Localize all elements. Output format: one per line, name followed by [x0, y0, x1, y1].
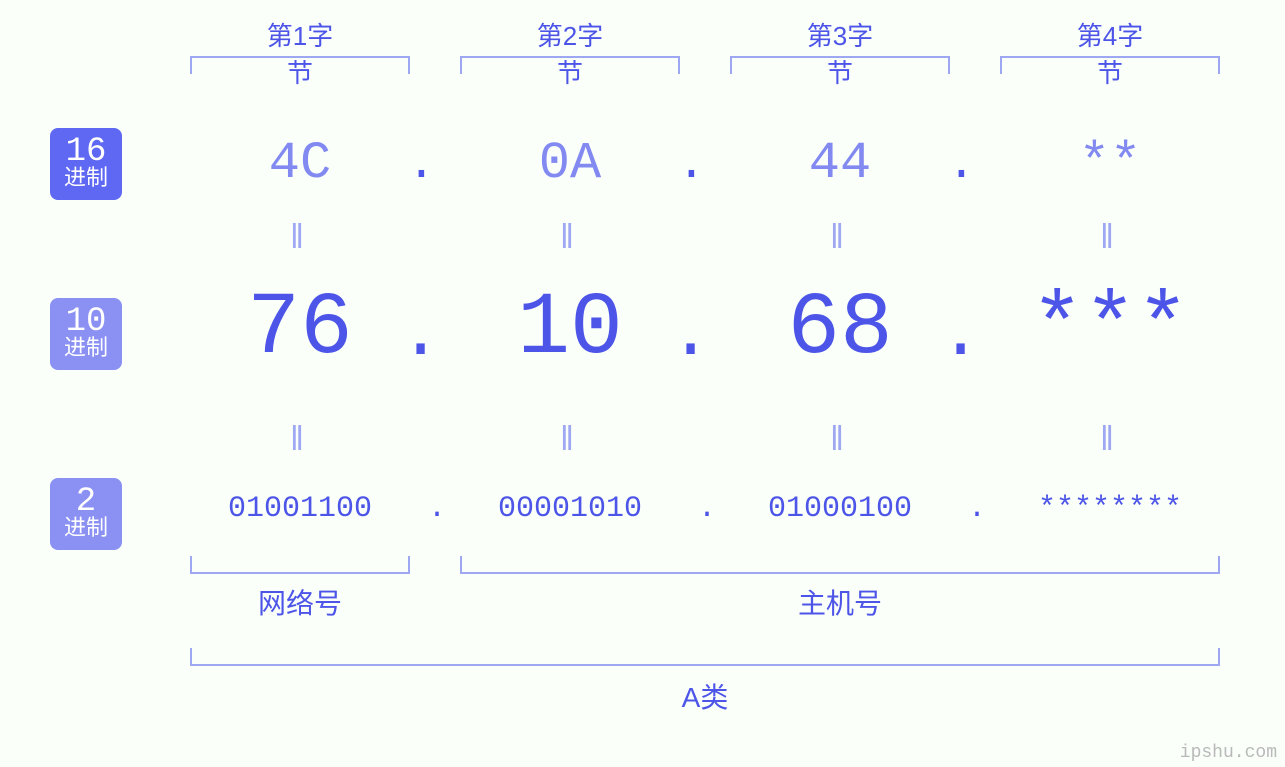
badge-base-10-sub: 进制 — [64, 338, 108, 362]
bin-byte-1: 01001100 — [180, 492, 420, 526]
dec-byte-2: 10 — [470, 280, 670, 379]
byte-header-1: 第1字节 — [254, 16, 346, 90]
badge-base-2: 2 进制 — [50, 478, 122, 550]
hex-dot-3: . — [947, 138, 976, 192]
badge-base-16: 16 进制 — [50, 128, 122, 200]
hex-byte-3: 44 — [760, 134, 920, 193]
bin-byte-4: ******** — [990, 492, 1230, 526]
dec-byte-3: 68 — [740, 280, 940, 379]
byte-bracket-2 — [460, 56, 680, 74]
dec-dot-3: . — [939, 294, 982, 376]
eq-4a: ǁ — [1100, 218, 1114, 257]
eq-1a: ǁ — [290, 218, 304, 257]
byte-bracket-4 — [1000, 56, 1220, 74]
badge-base-2-value: 2 — [76, 484, 96, 520]
byte-header-2: 第2字节 — [524, 16, 616, 90]
network-bracket — [190, 556, 410, 574]
host-bracket — [460, 556, 1220, 574]
eq-2b: ǁ — [560, 420, 574, 459]
badge-base-2-sub: 进制 — [64, 518, 108, 542]
byte-header-4: 第4字节 — [1064, 16, 1156, 90]
byte-bracket-3 — [730, 56, 950, 74]
hex-byte-2: 0A — [490, 134, 650, 193]
bin-byte-2: 00001010 — [450, 492, 690, 526]
byte-header-3: 第3字节 — [794, 16, 886, 90]
eq-4b: ǁ — [1100, 420, 1114, 459]
hex-dot-1: . — [407, 138, 436, 192]
hex-dot-2: . — [677, 138, 706, 192]
byte-bracket-1 — [190, 56, 410, 74]
class-bracket — [190, 648, 1220, 666]
host-label: 主机号 — [796, 582, 884, 622]
badge-base-10-value: 10 — [66, 304, 107, 340]
dec-dot-2: . — [669, 294, 712, 376]
bin-byte-3: 01000100 — [720, 492, 960, 526]
bin-dot-1: . — [428, 492, 446, 526]
eq-1b: ǁ — [290, 420, 304, 459]
eq-3a: ǁ — [830, 218, 844, 257]
hex-byte-1: 4C — [220, 134, 380, 193]
badge-base-10: 10 进制 — [50, 298, 122, 370]
dec-byte-1: 76 — [200, 280, 400, 379]
eq-3b: ǁ — [830, 420, 844, 459]
badge-base-16-sub: 进制 — [64, 168, 108, 192]
dec-byte-4: *** — [1010, 280, 1210, 379]
watermark: ipshu.com — [1180, 743, 1277, 763]
bin-dot-3: . — [968, 492, 986, 526]
eq-2a: ǁ — [560, 218, 574, 257]
badge-base-16-value: 16 — [66, 134, 107, 170]
dec-dot-1: . — [399, 294, 442, 376]
bin-dot-2: . — [698, 492, 716, 526]
class-label: A类 — [678, 676, 732, 716]
hex-byte-4: ** — [1030, 134, 1190, 193]
network-label: 网络号 — [256, 582, 344, 622]
